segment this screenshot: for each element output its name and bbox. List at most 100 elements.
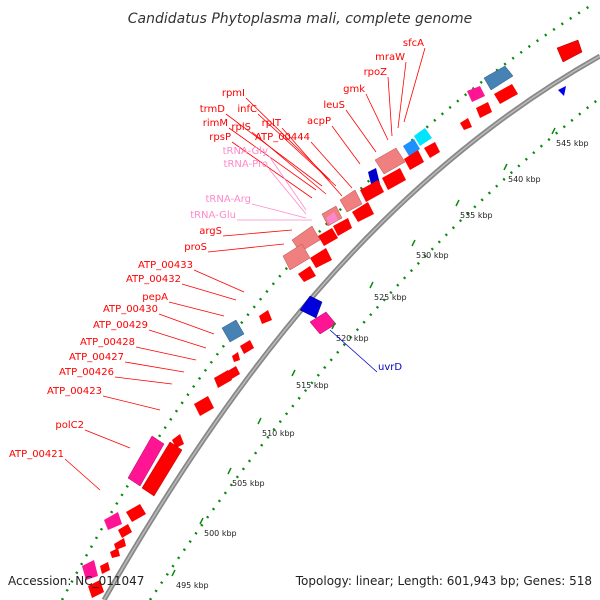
gene-feature[interactable] <box>424 142 440 158</box>
gene-feature[interactable] <box>326 212 338 224</box>
gene-label[interactable]: ATP_00426 <box>59 367 114 378</box>
kbp-label: 505 kbp <box>232 479 265 488</box>
gene-label[interactable]: ATP_00427 <box>69 352 124 363</box>
gene-label[interactable]: tRNA-Glu <box>190 210 236 221</box>
gene-feature[interactable] <box>104 512 122 530</box>
gene-feature[interactable] <box>214 370 232 388</box>
gene-feature[interactable] <box>404 150 424 170</box>
gene-feature[interactable] <box>374 147 406 175</box>
gene-feature[interactable] <box>127 435 165 487</box>
gene-feature[interactable] <box>403 139 420 156</box>
gene-label[interactable]: uvrD <box>378 362 402 373</box>
gene-label[interactable]: leuS <box>323 100 345 111</box>
gene-label[interactable]: rplS <box>231 122 251 133</box>
gene-feature[interactable] <box>141 441 183 497</box>
gene-label[interactable]: gmk <box>343 84 365 95</box>
gene-leader-line <box>168 301 225 317</box>
gene-feature[interactable] <box>309 311 337 335</box>
gene-leader-line <box>387 76 393 137</box>
gene-feature[interactable] <box>194 396 214 416</box>
gene-label[interactable]: sfcA <box>403 38 424 49</box>
kbp-tick <box>551 127 556 135</box>
genome-backbone <box>101 53 600 600</box>
gene-label[interactable]: ATP_00444 <box>255 132 310 143</box>
gene-feature[interactable] <box>82 560 98 580</box>
gene-feature[interactable] <box>259 310 272 324</box>
gene-label[interactable]: acpP <box>307 116 331 127</box>
gene-label[interactable]: tRNA-Gly <box>223 146 268 157</box>
gene-feature[interactable] <box>240 340 254 354</box>
gene-label[interactable]: tRNA-Arg <box>206 194 251 205</box>
gene-feature[interactable] <box>360 180 384 202</box>
kbp-tick <box>369 281 374 289</box>
gene-leader-line <box>310 141 353 189</box>
gene-feature[interactable] <box>110 548 120 558</box>
gene-leader-line <box>102 395 161 411</box>
kbp-tick <box>503 163 508 171</box>
gene-feature[interactable] <box>100 562 110 574</box>
gene-feature[interactable] <box>339 189 363 213</box>
gene-feature[interactable] <box>299 295 323 319</box>
gene-label[interactable]: rpsP <box>209 132 231 143</box>
gene-feature[interactable] <box>352 202 374 222</box>
gene-feature[interactable] <box>558 86 566 96</box>
gene-label[interactable]: tRNA-Pro <box>224 159 268 170</box>
gene-feature[interactable] <box>333 218 352 236</box>
gene-feature[interactable] <box>318 228 338 246</box>
gene-label[interactable]: mraW <box>375 52 405 63</box>
gene-leader-line <box>268 168 307 215</box>
kbp-tick <box>411 239 416 247</box>
gene-feature[interactable] <box>172 434 184 448</box>
kbp-label: 540 kbp <box>508 175 541 184</box>
gene-leader-line <box>281 127 343 197</box>
gene-label[interactable]: rplT <box>262 118 282 129</box>
gene-feature[interactable] <box>483 65 514 91</box>
gene-feature[interactable] <box>414 128 432 146</box>
gene-leader-line <box>331 125 361 165</box>
gene-label[interactable]: proS <box>184 242 207 253</box>
gene-label[interactable]: polC2 <box>55 420 84 431</box>
gene-label[interactable]: ATP_00433 <box>138 260 193 271</box>
gene-feature[interactable] <box>460 118 472 130</box>
gene-feature[interactable] <box>114 538 126 550</box>
gene-feature[interactable] <box>382 168 406 190</box>
kbp-label: 525 kbp <box>374 293 407 302</box>
gene-feature[interactable] <box>126 504 146 522</box>
gene-label[interactable]: ATP_00429 <box>93 320 148 331</box>
gene-label[interactable]: ATP_00428 <box>80 337 135 348</box>
kbp-label: 545 kbp <box>556 139 589 148</box>
gene-label[interactable]: rpoZ <box>364 67 388 78</box>
gene-label[interactable]: ATP_00430 <box>103 304 158 315</box>
gene-label[interactable]: rimM <box>203 118 228 129</box>
gene-label[interactable]: infC <box>237 104 257 115</box>
gene-leader-line <box>231 141 313 199</box>
kbp-label: 495 kbp <box>176 581 209 590</box>
gene-label[interactable]: ATP_00423 <box>47 386 102 397</box>
gene-feature[interactable] <box>494 84 518 104</box>
gene-leader-line <box>365 93 389 141</box>
kbp-tick <box>331 322 336 330</box>
gene-leader-line <box>64 458 101 491</box>
gene-feature[interactable] <box>556 39 583 63</box>
gene-label[interactable]: pepA <box>142 292 168 303</box>
gene-label[interactable]: argS <box>199 226 222 237</box>
map-title: Candidatus Phytoplasma mali, complete ge… <box>128 11 472 27</box>
gene-feature[interactable] <box>467 86 485 102</box>
gene-leader-line <box>181 283 237 301</box>
gene-feature[interactable] <box>310 248 332 268</box>
gene-label[interactable]: trmD <box>200 104 226 115</box>
gene-label[interactable]: rpmI <box>222 88 245 99</box>
gene-label[interactable]: ATP_00421 <box>9 449 64 460</box>
gene-leader-line <box>158 313 215 335</box>
gene-label[interactable]: ATP_00432 <box>126 274 181 285</box>
kbp-tick <box>171 569 176 577</box>
gene-feature[interactable] <box>298 266 316 282</box>
gene-leader-line <box>207 243 285 253</box>
gene-feature[interactable] <box>88 580 104 598</box>
gene-leader-line <box>114 376 173 385</box>
gene-feature[interactable] <box>232 352 240 362</box>
gene-feature[interactable] <box>118 524 132 538</box>
gene-feature[interactable] <box>221 319 245 343</box>
gene-feature[interactable] <box>476 102 492 118</box>
